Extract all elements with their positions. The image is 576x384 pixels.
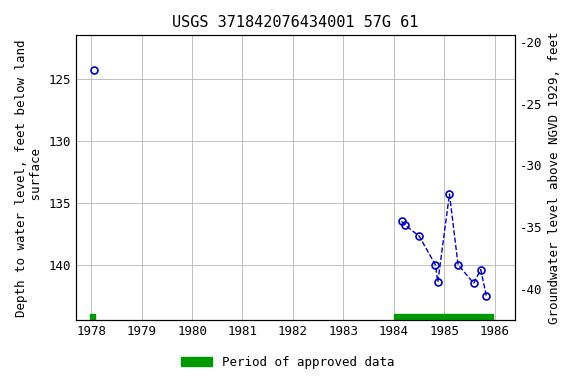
- Legend: Period of approved data: Period of approved data: [176, 351, 400, 374]
- Title: USGS 371842076434001 57G 61: USGS 371842076434001 57G 61: [172, 15, 419, 30]
- Y-axis label: Depth to water level, feet below land
 surface: Depth to water level, feet below land su…: [15, 39, 43, 317]
- Bar: [394, 314, 494, 320]
- Bar: [89, 314, 94, 320]
- Y-axis label: Groundwater level above NGVD 1929, feet: Groundwater level above NGVD 1929, feet: [548, 31, 561, 324]
